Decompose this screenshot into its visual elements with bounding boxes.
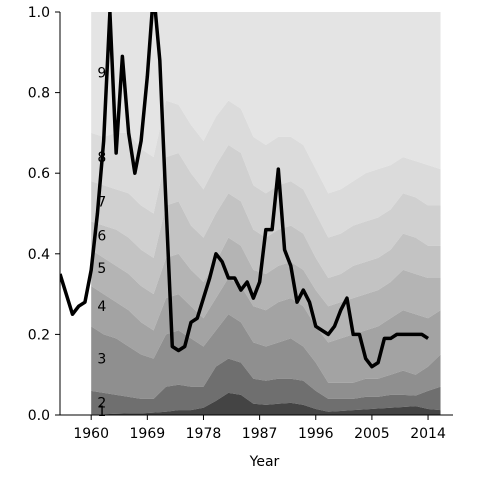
area-band-6 [91, 193, 441, 307]
x-tick-label: 1960 [73, 426, 109, 442]
x-tick-label: 2005 [354, 426, 390, 442]
x-tick-label: 1987 [242, 426, 278, 442]
band-label-6: 6 [97, 229, 106, 245]
band-label-8: 8 [97, 150, 106, 166]
band-label-2: 2 [97, 396, 106, 412]
band-label-7: 7 [97, 194, 106, 210]
area-bands [91, 12, 441, 415]
x-tick-label: 1978 [186, 426, 222, 442]
band-label-1: 1 [97, 404, 106, 420]
band-label-9: 9 [97, 65, 106, 81]
area-band-2 [91, 358, 441, 415]
y-tick-label: 0.6 [28, 166, 50, 182]
area-band-4 [91, 277, 441, 383]
series-line-0 [60, 12, 429, 369]
y-tick-label: 0.8 [28, 86, 50, 102]
band-label-5: 5 [97, 261, 106, 277]
area-band-8 [91, 100, 441, 238]
area-band-5 [91, 237, 441, 343]
area-band-3 [91, 314, 441, 399]
area-band-7 [91, 144, 441, 278]
area-band-9 [91, 12, 441, 194]
band-labels: 12 3 4 5 6 7 8 9 [97, 65, 106, 420]
band-label-3: 3 [97, 352, 106, 368]
area-band-1 [91, 392, 441, 415]
y-tick-label: 1.0 [28, 5, 50, 21]
x-axis-title: Year [249, 454, 280, 470]
x-tick-label: 1996 [298, 426, 334, 442]
series-line-layer [60, 12, 429, 369]
x-tick-label: 2014 [410, 426, 446, 442]
y-tick-label: 0.2 [28, 327, 50, 343]
x-tick-label: 1969 [130, 426, 166, 442]
y-tick-label: 0.0 [28, 408, 50, 424]
axes [59, 12, 453, 416]
y-tick-label: 0.4 [28, 247, 50, 263]
band-label-4: 4 [97, 299, 106, 315]
